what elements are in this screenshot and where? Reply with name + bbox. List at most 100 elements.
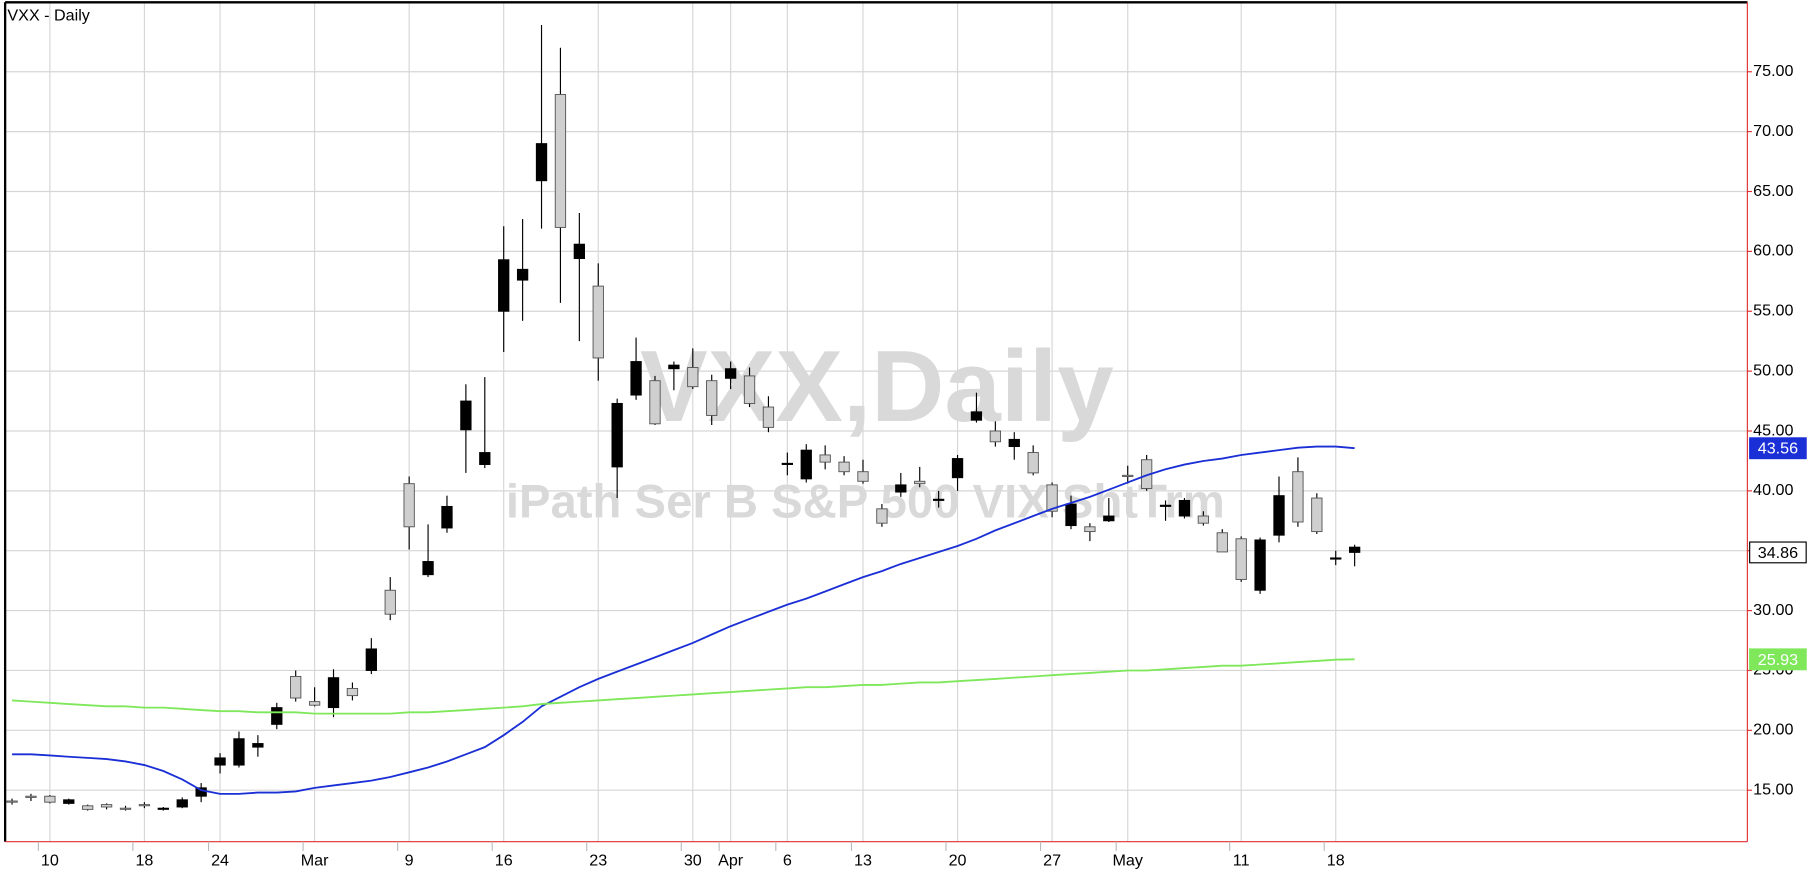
candle-body [1330, 557, 1342, 560]
candle-body [1273, 495, 1285, 536]
candle-body [535, 143, 548, 182]
candle-body [82, 805, 94, 810]
candle-body [308, 701, 321, 706]
candle-body [1103, 515, 1115, 522]
candle-body [1216, 532, 1228, 553]
candle-body [857, 471, 869, 482]
watermark-subtitle: iPath Ser B S&P 500 VIX ShtTrm [506, 476, 1225, 529]
candle-body [233, 738, 245, 766]
x-tick-label: 11 [1233, 852, 1250, 870]
candle-body [1197, 515, 1210, 524]
candle-body [554, 94, 567, 228]
candle-body [100, 804, 113, 808]
candle-body [1122, 474, 1134, 477]
candle-body [611, 402, 623, 468]
candle-body [365, 648, 377, 671]
candle-body [1235, 538, 1247, 580]
candle-body [1348, 546, 1361, 553]
candle-body [498, 259, 510, 312]
y-tick-label: 60.00 [1753, 242, 1793, 260]
price-tag-label: 43.56 [1758, 440, 1798, 458]
y-tick-label: 30.00 [1753, 601, 1793, 619]
price-tag-label: 25.93 [1758, 651, 1798, 669]
x-tick-label: 20 [949, 852, 967, 870]
candle-body [327, 677, 340, 709]
x-tick-label: 6 [783, 852, 792, 870]
x-tick-label: 9 [405, 852, 414, 870]
candle-body [460, 400, 472, 431]
y-tick-label: 50.00 [1753, 361, 1793, 379]
candle-body [479, 452, 491, 465]
x-tick-label: May [1112, 852, 1143, 870]
candle-body [932, 498, 945, 501]
candle-body [781, 462, 794, 465]
x-tick-label: Mar [301, 852, 329, 870]
candle-body [914, 480, 926, 485]
candle-body [516, 268, 529, 281]
y-tick-label: 65.00 [1753, 182, 1793, 200]
x-tick-label: 13 [854, 852, 872, 870]
candle-body [176, 799, 188, 808]
candle-body [252, 743, 264, 748]
candle-body [838, 461, 850, 473]
candle-body [762, 406, 775, 428]
y-tick-label: 70.00 [1753, 122, 1793, 140]
marks-layer [6, 25, 1361, 811]
x-tick-label: 18 [1327, 852, 1345, 870]
candle-body [6, 800, 18, 803]
candle-body [630, 361, 642, 396]
candle-body [592, 285, 604, 359]
candle-body [724, 368, 737, 379]
x-tick-label: 30 [684, 852, 702, 870]
candle-body [157, 807, 169, 810]
chart-title: VXX - Daily [7, 6, 90, 24]
candle-body [138, 804, 151, 807]
candle-body [44, 795, 56, 803]
y-tick-label: 75.00 [1753, 62, 1793, 80]
candle-body [970, 411, 983, 421]
candle-body [989, 430, 1002, 443]
axes-layer: VXX - Daily 15.0020.0025.0030.0035.0040.… [3, 1, 1807, 870]
candle-body [271, 707, 283, 725]
y-tick-label: 40.00 [1753, 481, 1793, 499]
ma-line [12, 445, 1355, 795]
x-tick-label: 18 [135, 852, 153, 870]
y-tick-label: 45.00 [1753, 421, 1793, 439]
candle-body [1178, 499, 1191, 517]
candle-body [1008, 438, 1020, 448]
candle-body [1311, 497, 1323, 533]
candle-body [441, 505, 453, 529]
candle-body [706, 380, 718, 416]
candle-body [214, 757, 226, 766]
candle-body [1159, 504, 1172, 507]
price-tag [1749, 541, 1807, 564]
candle-body [346, 687, 359, 697]
price-tag [1749, 648, 1807, 671]
candle-body [573, 243, 585, 260]
candle-body [876, 508, 888, 524]
watermark: VXX,Daily [640, 329, 1114, 443]
candle-body [1065, 503, 1077, 527]
price-tag-label: 34.86 [1758, 544, 1798, 562]
candle-body [687, 367, 699, 388]
x-tick-label: 23 [589, 852, 607, 870]
candle-body [743, 375, 756, 404]
candle-body [649, 380, 661, 425]
x-tick-label: 24 [211, 852, 229, 870]
candle-body [1254, 539, 1266, 591]
ma-line [11, 658, 1355, 715]
candle-body [119, 807, 132, 810]
candle-body [25, 795, 37, 798]
candle-body [800, 449, 812, 480]
candle-body [1046, 484, 1058, 512]
candle-body [384, 589, 396, 615]
candle-body [63, 799, 75, 804]
candle-body [951, 458, 964, 479]
candle-body [1292, 471, 1304, 523]
x-tick-label: 10 [41, 852, 59, 870]
candle-body [1027, 452, 1039, 474]
candle-body [403, 483, 415, 528]
